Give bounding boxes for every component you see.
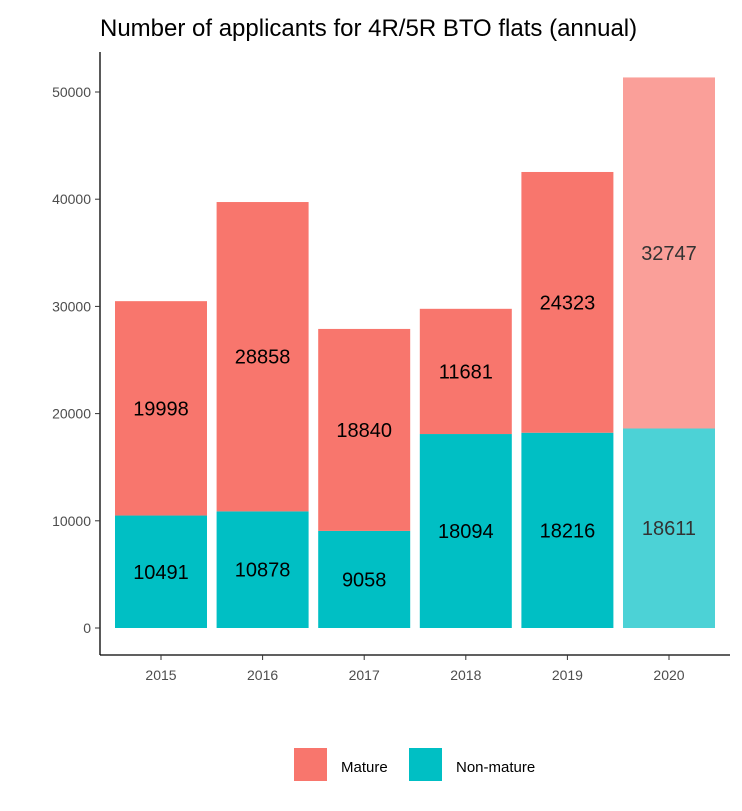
bar-mature-2017 <box>318 328 411 531</box>
x-tick-label-2019: 2019 <box>552 667 583 683</box>
y-tick-label-0: 0 <box>83 620 91 636</box>
y-tick-label-40000: 40000 <box>52 191 91 207</box>
x-tick-label-2018: 2018 <box>450 667 481 683</box>
bar-label-mature-2015: 19998 <box>133 398 189 420</box>
bar-label-mature-2016: 28858 <box>235 347 291 369</box>
legend-swatch-non-mature <box>409 748 442 781</box>
bar-label-mature-2020: 32747 <box>641 243 697 265</box>
bar-label-mature-2017: 18840 <box>336 420 392 442</box>
legend-label-non-mature: Non-mature <box>456 759 535 776</box>
x-tick-label-2017: 2017 <box>349 667 380 683</box>
legend: Mature Non-mature <box>294 748 535 781</box>
y-tick-label-30000: 30000 <box>52 298 91 314</box>
legend-label-mature: Mature <box>341 759 388 776</box>
bar-label-non-mature-2017: 9058 <box>342 569 387 591</box>
y-tick-label-20000: 20000 <box>52 406 91 422</box>
x-tick-label-2020: 2020 <box>653 667 684 683</box>
bar-non-mature-2017 <box>318 530 411 628</box>
bar-mature-2015 <box>115 301 207 516</box>
bar-label-non-mature-2015: 10491 <box>133 562 189 584</box>
legend-swatch-mature <box>294 748 327 781</box>
bar-non-mature-2019 <box>521 432 614 628</box>
bar-label-mature-2019: 24323 <box>540 292 596 314</box>
chart-title: Number of applicants for 4R/5R BTO flats… <box>100 15 637 42</box>
bar-label-non-mature-2018: 18094 <box>438 521 494 543</box>
bar-non-mature-2016 <box>216 511 309 628</box>
bar-non-mature-2015 <box>115 515 207 628</box>
bar-non-mature-2018 <box>419 434 512 628</box>
x-tick-label-2016: 2016 <box>247 667 278 683</box>
x-tick-label-2015: 2015 <box>145 667 176 683</box>
bar-label-non-mature-2019: 18216 <box>540 520 596 542</box>
bar-mature-2016 <box>216 202 309 512</box>
bar-mature-2019 <box>521 171 614 433</box>
bar-mature-2018 <box>419 308 512 435</box>
bar-label-non-mature-2020: 18611 <box>642 518 696 540</box>
bar-label-non-mature-2016: 10878 <box>235 560 291 582</box>
bar-mature-2020 <box>623 77 715 429</box>
bar-non-mature-2020 <box>623 428 715 628</box>
y-tick-label-10000: 10000 <box>52 513 91 529</box>
bar-label-mature-2018: 11681 <box>439 361 493 383</box>
y-tick-label-50000: 50000 <box>52 84 91 100</box>
